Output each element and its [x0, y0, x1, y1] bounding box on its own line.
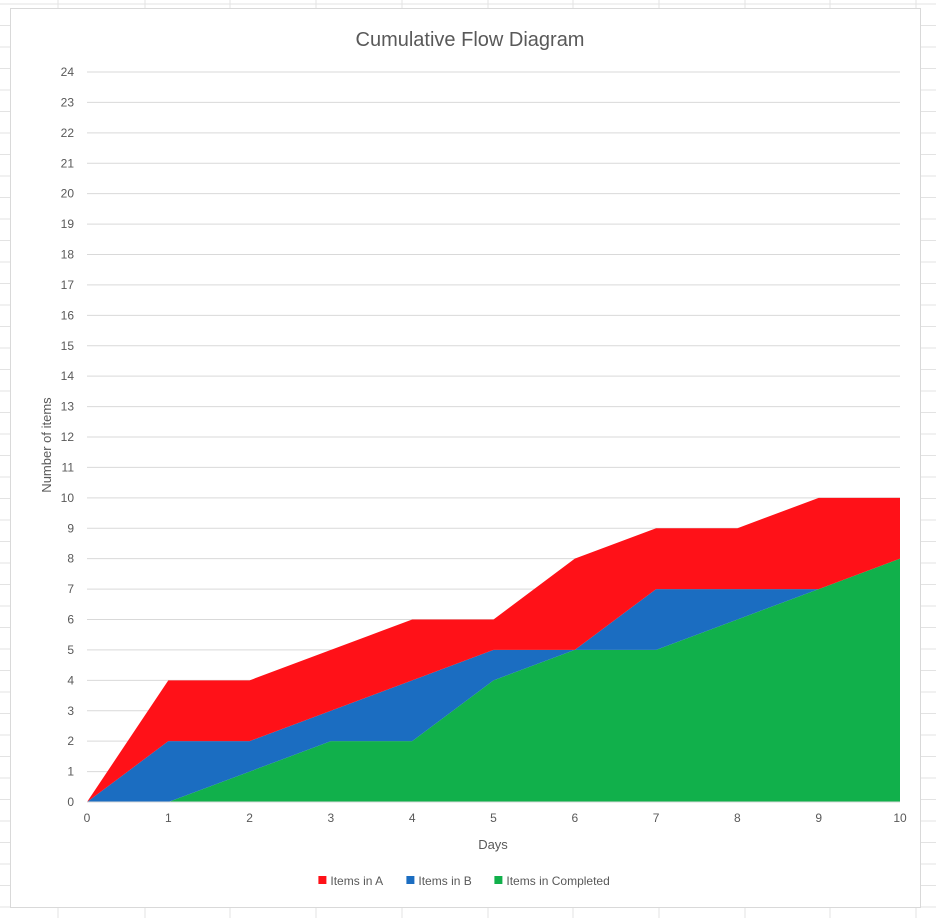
y-tick-6: 6 [67, 613, 74, 627]
y-tick-11: 11 [62, 460, 75, 474]
y-tick-24: 24 [61, 65, 75, 79]
y-tick-19: 19 [61, 217, 75, 231]
legend-swatch-items-in-b [406, 876, 415, 884]
y-tick-21: 21 [61, 156, 75, 170]
legend: Items in A Items in B Items in Completed [318, 874, 610, 888]
area-items-in-a [87, 497, 900, 802]
y-tick-8: 8 [67, 552, 74, 566]
legend-swatch-items-in-a [318, 876, 327, 884]
area-items-in-b [87, 558, 900, 802]
y-tick-22: 22 [61, 126, 75, 140]
y-tick-3: 3 [67, 704, 74, 718]
x-axis-title: Days [478, 837, 508, 852]
y-tick-23: 23 [61, 95, 75, 109]
y-tick-16: 16 [61, 308, 75, 322]
y-tick-4: 4 [67, 673, 74, 687]
legend-swatch-items-in-completed [494, 876, 503, 884]
y-tick-0: 0 [67, 795, 74, 809]
x-tick-3: 3 [328, 811, 335, 825]
y-tick-1: 1 [67, 765, 74, 779]
x-tick-4: 4 [409, 811, 416, 825]
x-tick-labels: 0 1 2 3 4 5 6 7 8 9 10 [84, 811, 907, 825]
y-tick-2: 2 [67, 734, 74, 748]
y-tick-18: 18 [61, 248, 75, 262]
x-tick-6: 6 [571, 811, 578, 825]
x-tick-10: 10 [893, 811, 907, 825]
y-tick-13: 13 [61, 400, 75, 414]
x-tick-5: 5 [490, 811, 497, 825]
y-tick-7: 7 [67, 582, 74, 596]
chart-panel[interactable]: Cumulative Flow Diagram 0 1 2 3 4 5 6 7 8 9 10 11 12… [10, 8, 921, 908]
chart-title: Cumulative Flow Diagram [356, 29, 585, 51]
area-items-in-completed [87, 558, 900, 802]
x-tick-8: 8 [734, 811, 741, 825]
legend-label-items-in-b: Items in B [418, 874, 471, 888]
y-tick-9: 9 [67, 521, 74, 535]
x-tick-1: 1 [165, 811, 172, 825]
y-tick-14: 14 [61, 369, 75, 383]
y-tick-20: 20 [61, 187, 75, 201]
y-tick-12: 12 [61, 430, 75, 444]
y-tick-5: 5 [67, 643, 74, 657]
chart: Cumulative Flow Diagram 0123456789101112… [39, 29, 907, 888]
y-axis-title: Number of items [39, 397, 54, 493]
legend-label-items-in-a: Items in A [330, 874, 383, 888]
y-tick-10: 10 [61, 491, 75, 505]
plot-areas [87, 497, 900, 802]
x-tick-9: 9 [815, 811, 822, 825]
y-tick-15: 15 [61, 339, 75, 353]
x-tick-2: 2 [246, 811, 253, 825]
y-tick-17: 17 [61, 278, 75, 292]
legend-label-items-in-completed: Items in Completed [506, 874, 609, 888]
x-tick-7: 7 [653, 811, 660, 825]
x-tick-0: 0 [84, 811, 91, 825]
